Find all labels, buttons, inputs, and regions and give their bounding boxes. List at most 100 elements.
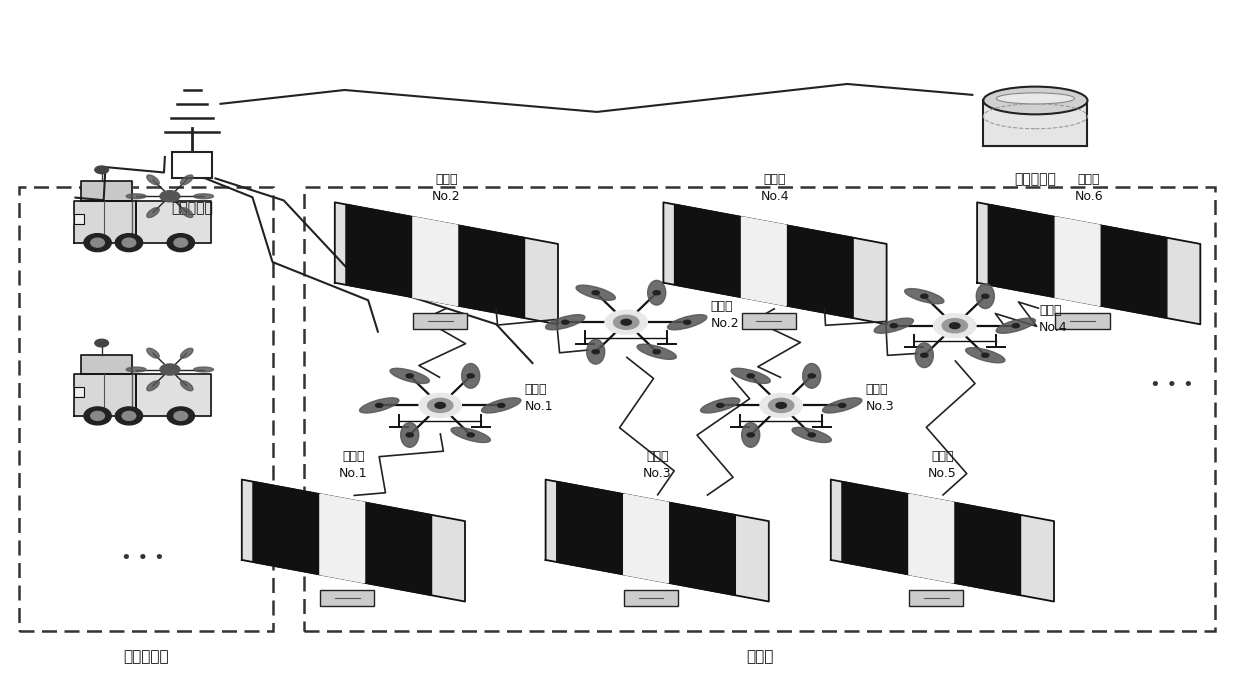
Ellipse shape (905, 288, 944, 304)
Ellipse shape (181, 348, 193, 358)
Text: 地面工作站: 地面工作站 (1014, 172, 1056, 186)
Ellipse shape (701, 398, 740, 413)
Circle shape (808, 374, 816, 378)
Circle shape (405, 374, 413, 378)
Ellipse shape (391, 368, 429, 383)
FancyBboxPatch shape (1055, 313, 1110, 329)
Ellipse shape (976, 284, 994, 308)
FancyBboxPatch shape (742, 313, 796, 329)
FancyBboxPatch shape (413, 313, 467, 329)
Polygon shape (546, 480, 769, 602)
Circle shape (950, 323, 960, 328)
Ellipse shape (802, 364, 821, 388)
FancyBboxPatch shape (909, 590, 963, 606)
Polygon shape (983, 100, 1087, 146)
Circle shape (621, 319, 631, 325)
Text: 停机坪: 停机坪 (745, 649, 774, 665)
Ellipse shape (732, 368, 770, 383)
Circle shape (428, 398, 453, 412)
Circle shape (605, 310, 647, 334)
Circle shape (934, 314, 976, 337)
Circle shape (776, 403, 786, 408)
Circle shape (467, 374, 475, 378)
Ellipse shape (146, 381, 159, 391)
Ellipse shape (174, 412, 187, 421)
Polygon shape (954, 502, 1021, 595)
Ellipse shape (915, 343, 934, 367)
Text: 移动通讯站: 移动通讯站 (171, 201, 213, 215)
Ellipse shape (123, 412, 136, 421)
Circle shape (160, 191, 180, 202)
Ellipse shape (84, 234, 112, 252)
Circle shape (1012, 324, 1019, 328)
Polygon shape (136, 374, 211, 416)
Polygon shape (1055, 217, 1100, 306)
Polygon shape (831, 480, 1054, 602)
Ellipse shape (181, 381, 193, 391)
Polygon shape (365, 502, 432, 595)
Circle shape (920, 353, 928, 358)
Polygon shape (663, 202, 887, 324)
Polygon shape (74, 387, 84, 397)
Circle shape (808, 433, 816, 437)
Circle shape (982, 294, 990, 298)
FancyBboxPatch shape (624, 590, 678, 606)
Circle shape (838, 403, 846, 407)
Circle shape (591, 350, 599, 354)
Polygon shape (82, 182, 131, 201)
Polygon shape (842, 482, 909, 574)
Circle shape (467, 433, 475, 437)
Text: 无人机
No.1: 无人机 No.1 (525, 383, 553, 414)
Polygon shape (74, 374, 136, 416)
Ellipse shape (91, 238, 104, 247)
Ellipse shape (451, 428, 490, 443)
Polygon shape (253, 482, 320, 574)
Polygon shape (320, 494, 365, 583)
Polygon shape (242, 480, 465, 602)
Polygon shape (668, 502, 735, 595)
Circle shape (942, 319, 967, 333)
Ellipse shape (84, 407, 112, 425)
Ellipse shape (126, 367, 146, 372)
Ellipse shape (126, 194, 146, 199)
Ellipse shape (983, 87, 1087, 114)
Text: 停机坪
No.5: 停机坪 No.5 (928, 450, 957, 480)
Polygon shape (675, 204, 742, 297)
Ellipse shape (115, 407, 143, 425)
Circle shape (614, 315, 639, 329)
Polygon shape (909, 494, 954, 583)
Circle shape (497, 403, 505, 407)
Circle shape (653, 350, 661, 354)
Text: 无人机
No.2: 无人机 No.2 (711, 300, 739, 331)
Ellipse shape (181, 208, 193, 218)
Ellipse shape (193, 194, 213, 199)
FancyBboxPatch shape (172, 152, 212, 178)
Ellipse shape (146, 175, 159, 185)
Text: 无人机
No.3: 无人机 No.3 (866, 383, 894, 414)
Circle shape (419, 394, 461, 417)
Circle shape (769, 398, 794, 412)
Ellipse shape (742, 423, 760, 447)
Ellipse shape (874, 318, 914, 333)
Text: 停机坪
No.1: 停机坪 No.1 (339, 450, 368, 480)
Text: • • •: • • • (1149, 376, 1194, 394)
Polygon shape (346, 204, 413, 297)
Circle shape (890, 324, 898, 328)
Text: 应急指挥车: 应急指挥车 (123, 649, 169, 665)
Polygon shape (458, 225, 525, 318)
Polygon shape (413, 217, 458, 306)
Ellipse shape (966, 348, 1004, 363)
Text: 停机坪
No.2: 停机坪 No.2 (432, 173, 461, 203)
Circle shape (653, 290, 661, 295)
Ellipse shape (577, 285, 615, 300)
Circle shape (591, 290, 599, 295)
Ellipse shape (123, 238, 136, 247)
Polygon shape (988, 204, 1055, 297)
Polygon shape (82, 355, 131, 374)
Polygon shape (74, 201, 136, 243)
Polygon shape (977, 202, 1200, 324)
Text: 停机坪
No.3: 停机坪 No.3 (642, 450, 672, 480)
Ellipse shape (167, 234, 195, 252)
Polygon shape (624, 494, 668, 583)
Polygon shape (1100, 225, 1167, 318)
